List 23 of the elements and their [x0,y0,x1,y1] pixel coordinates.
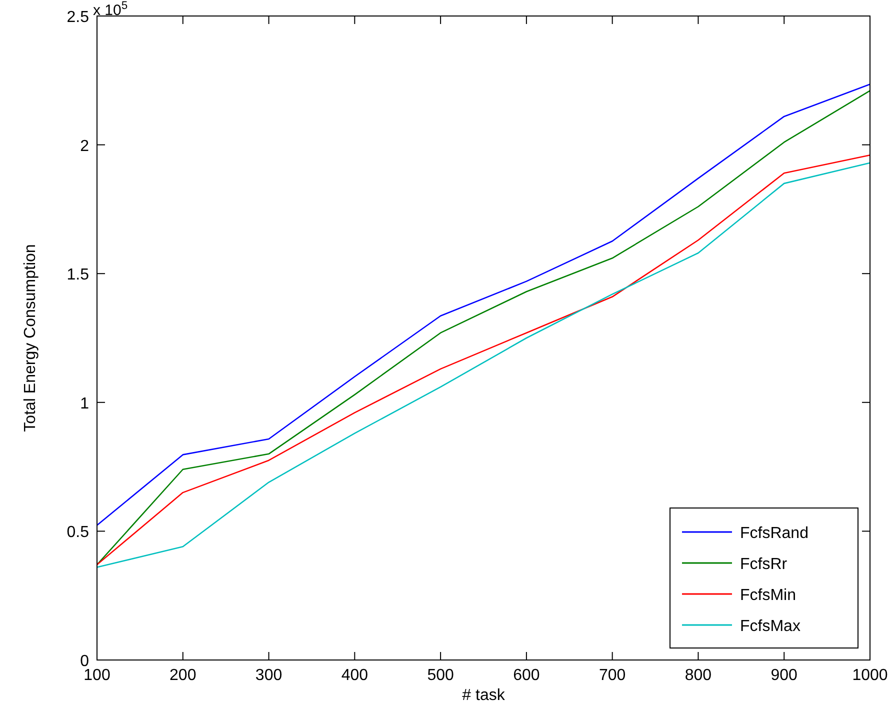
y-tick-label: 1 [80,395,90,412]
y-axis-title: Total Energy Consumption [22,244,39,432]
y-tick-label: 0.5 [66,524,90,542]
y-tick-label: 1.5 [66,266,90,284]
x-axis-title: # task [462,687,506,704]
legend-label: FcfsRand [740,525,808,542]
y-tick-label: 2 [80,138,90,155]
x-tick-label: 700 [598,667,626,684]
y-tick-label: 2.5 [66,9,90,26]
x-tick-label: 200 [170,667,196,684]
legend-label: FcfsMin [740,587,796,604]
x-tick-label: 900 [770,667,798,684]
x-tick-label: 100 [84,667,110,684]
x-tick-label: 800 [684,667,712,684]
x-tick-label: 400 [341,667,368,684]
y-tick-label: 0 [80,653,90,670]
x-tick-label: 300 [255,667,282,684]
x-tick-label: 1000 [852,667,888,684]
annotation: x 10$^{5}$ [93,0,128,19]
legend-label: FcfsRr [740,556,788,573]
x-tick-label: 600 [513,667,540,684]
x-tick-label: 500 [427,667,454,684]
legend-label: FcfsMax [740,618,800,635]
